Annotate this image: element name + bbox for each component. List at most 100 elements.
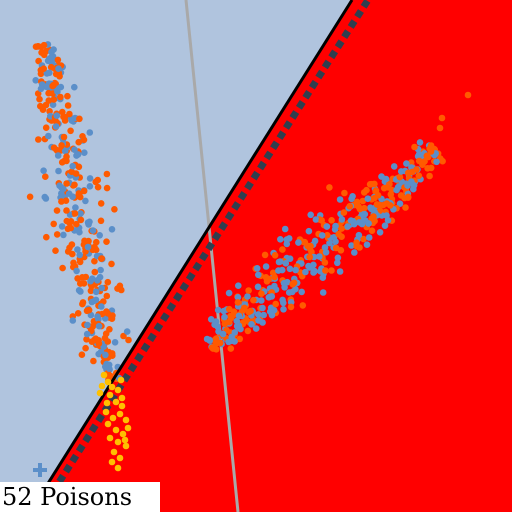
blue-point [60,231,67,239]
orange-point [384,183,391,191]
orange-point [80,136,88,144]
blue-point [219,330,227,338]
orange-point [63,153,70,160]
blue-point [73,267,80,275]
blue-point [283,240,291,248]
blue-point [83,330,91,338]
blue-point [254,311,262,318]
orange-point [57,93,64,101]
orange-point [84,307,91,314]
orange-point [396,173,404,181]
orange-point [97,200,105,207]
blue-point [317,268,324,275]
orange-point [53,231,61,238]
blue-point [49,101,57,108]
orange-point [103,170,111,178]
orange-point [89,323,97,330]
blue-point [50,46,57,53]
poison-point [102,408,110,416]
orange-point [74,310,82,317]
blue-point [268,293,276,300]
blue-point [433,158,440,166]
blue-point [276,258,284,265]
blue-point [214,306,222,314]
blue-point [98,284,105,292]
blue-point [312,216,320,223]
blue-point [338,216,346,223]
poison-point [116,410,124,418]
orange-point [370,213,377,220]
blue-point [40,167,47,174]
blue-point [336,268,344,275]
orange-point [49,82,56,90]
orange-point [341,189,348,197]
orange-point [80,187,88,195]
blue-point [349,193,356,200]
poison-point [103,399,111,407]
orange-point [289,280,296,288]
poison-points [96,371,132,472]
orange-point [91,243,98,251]
blue-point [285,235,293,242]
blue-point [233,317,241,325]
orange-point [85,237,92,245]
blue-point [302,268,309,276]
blue-point [37,85,45,93]
poison-point [114,438,122,446]
blue-point [364,195,372,202]
blue-point [378,173,385,180]
blue-point [61,147,69,155]
orange-point [402,204,409,211]
orange-point [306,253,314,261]
blue-point [225,289,233,297]
orange-point [50,96,58,103]
orange-point [87,287,95,295]
blue-point [46,69,53,77]
blue-point [69,317,77,324]
poison-point [106,391,114,399]
orange-point [120,332,127,340]
orange-point [356,244,363,251]
blue-point [252,325,260,332]
poison-point [118,402,126,410]
blue-point [365,234,373,241]
orange-point [427,148,435,155]
poison-point [110,448,118,456]
blue-point [258,297,265,304]
blue-point [58,223,66,230]
orange-point [79,300,86,308]
blue-point [336,196,344,203]
orange-point [236,335,244,343]
blue-point [260,311,268,319]
blue-point [123,328,131,335]
blue-point [254,271,262,279]
blue-point [285,289,293,296]
blue-point [86,175,94,182]
blue-point [97,266,104,274]
blue-point [92,288,100,296]
poison-point [117,376,125,384]
poison-point [114,386,122,394]
blue-point [96,232,103,239]
blue-point [52,123,60,130]
orange-point [427,164,435,172]
orange-point [299,302,307,309]
orange-point [77,216,85,224]
orange-point [234,299,242,306]
blue-point [77,288,84,295]
blue-point [87,277,94,285]
orange-point [363,186,370,194]
blue-point [108,226,116,233]
orange-point [45,97,53,104]
poison-point [108,383,116,391]
blue-point [351,249,358,256]
orange-point [250,296,257,304]
orange-point [97,217,105,225]
poison-point [112,426,120,434]
orange-point [346,203,354,210]
orange-point [103,292,111,300]
orange-point [91,257,98,265]
poison-point [100,371,108,379]
poison-point [119,430,127,438]
blue-point [71,146,78,153]
